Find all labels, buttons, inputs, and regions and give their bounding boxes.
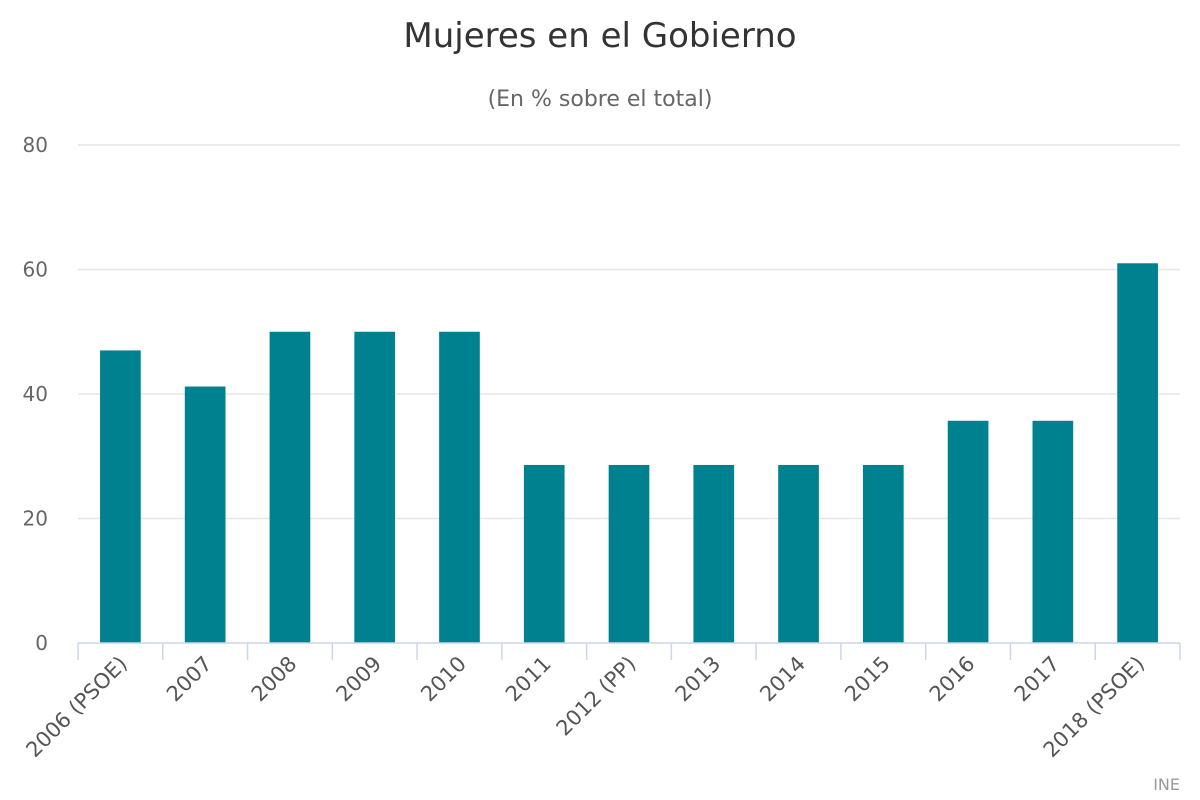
- x-tick-label: 2006 (PSOE): [21, 652, 132, 763]
- chart-subtitle: (En % sobre el total): [488, 87, 713, 112]
- y-tick-label: 60: [23, 258, 48, 282]
- chart-title: Mujeres en el Gobierno: [403, 16, 796, 56]
- x-tick-label: 2007: [162, 652, 217, 707]
- bar[interactable]: [100, 350, 141, 643]
- x-tick-label: 2012 (PP): [552, 652, 641, 741]
- bar[interactable]: [439, 331, 480, 643]
- x-tick-label: 2013: [671, 652, 726, 707]
- x-tick-label: 2017: [1010, 652, 1065, 707]
- y-tick-label: 80: [23, 133, 48, 157]
- bar[interactable]: [862, 464, 904, 643]
- y-axis-labels: 0 20 40 60 80: [23, 133, 48, 655]
- y-tick-label: 20: [23, 507, 48, 531]
- bar[interactable]: [1117, 263, 1158, 643]
- bar[interactable]: [778, 464, 819, 643]
- bars: [100, 263, 1158, 643]
- bar[interactable]: [184, 386, 226, 643]
- x-tick-label: 2011: [501, 652, 556, 707]
- x-tick-label: 2010: [416, 652, 471, 707]
- x-tick-label: 2008: [247, 652, 302, 707]
- x-axis: [77, 642, 1181, 660]
- bar[interactable]: [608, 464, 650, 643]
- bar[interactable]: [947, 420, 989, 643]
- bar[interactable]: [1032, 420, 1074, 643]
- bar[interactable]: [354, 331, 396, 643]
- x-tick-label: 2009: [331, 652, 386, 707]
- chart-credit[interactable]: INE: [1153, 775, 1180, 794]
- x-tick-label: 2014: [755, 652, 810, 707]
- gridlines: [78, 144, 1180, 520]
- x-tick-label: 2015: [840, 652, 895, 707]
- y-tick-label: 0: [35, 631, 48, 655]
- x-tick-label: 2016: [925, 652, 980, 707]
- bar[interactable]: [269, 331, 311, 643]
- bar[interactable]: [693, 464, 735, 643]
- y-tick-label: 40: [23, 382, 48, 406]
- bar[interactable]: [523, 464, 565, 643]
